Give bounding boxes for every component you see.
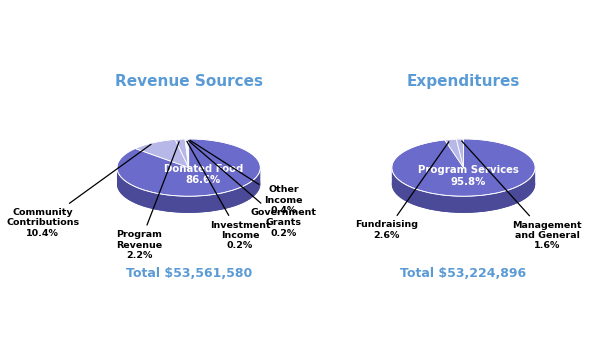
Text: Expenditures: Expenditures — [407, 74, 520, 89]
Ellipse shape — [117, 155, 261, 213]
Text: Program Services
95.8%: Program Services 95.8% — [418, 165, 519, 186]
Polygon shape — [185, 139, 189, 167]
Text: Management
and General
1.6%: Management and General 1.6% — [462, 141, 582, 250]
Polygon shape — [176, 139, 189, 167]
Polygon shape — [445, 139, 464, 167]
Text: Other
Income
0.4%: Other Income 0.4% — [190, 140, 302, 215]
Polygon shape — [392, 168, 535, 213]
Text: Total $53,561,580: Total $53,561,580 — [126, 267, 252, 280]
Text: Donated Food
86.6%: Donated Food 86.6% — [164, 164, 243, 185]
Text: Revenue Sources: Revenue Sources — [114, 74, 262, 89]
Polygon shape — [456, 139, 464, 167]
Text: Government
Grants
0.2%: Government Grants 0.2% — [189, 141, 316, 238]
Polygon shape — [135, 139, 189, 167]
Text: Investment
Income
0.2%: Investment Income 0.2% — [187, 141, 270, 250]
Text: Total $53,224,896: Total $53,224,896 — [401, 267, 527, 280]
Polygon shape — [392, 139, 535, 196]
Polygon shape — [187, 139, 189, 167]
Text: Community
Contributions
10.4%: Community Contributions 10.4% — [6, 144, 151, 238]
Ellipse shape — [392, 155, 535, 213]
Polygon shape — [117, 168, 261, 213]
Text: Fundraising
2.6%: Fundraising 2.6% — [355, 142, 449, 240]
Text: Program
Revenue
2.2%: Program Revenue 2.2% — [116, 142, 179, 260]
Polygon shape — [186, 139, 189, 167]
Polygon shape — [117, 139, 261, 196]
